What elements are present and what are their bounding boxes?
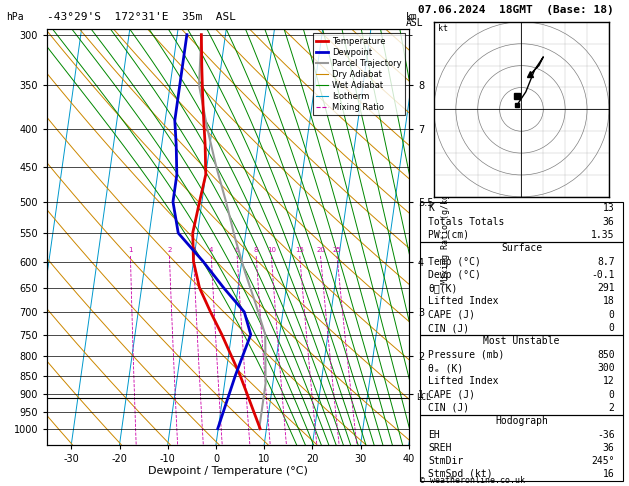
Text: 16: 16 <box>603 469 615 480</box>
Text: 25: 25 <box>333 247 342 253</box>
Text: 36: 36 <box>603 217 615 226</box>
Text: Temp (°C): Temp (°C) <box>428 257 481 267</box>
Text: 1.35: 1.35 <box>591 230 615 240</box>
Text: EH: EH <box>428 430 440 439</box>
Text: 20: 20 <box>316 247 325 253</box>
Text: LCL: LCL <box>416 393 431 402</box>
Text: 2: 2 <box>609 403 615 413</box>
Text: 12: 12 <box>603 376 615 386</box>
Text: -36: -36 <box>597 430 615 439</box>
Text: 15: 15 <box>295 247 304 253</box>
Text: Lifted Index: Lifted Index <box>428 376 499 386</box>
Text: 2: 2 <box>167 247 172 253</box>
Text: SREH: SREH <box>428 443 452 453</box>
Text: Pressure (mb): Pressure (mb) <box>428 350 504 360</box>
Text: 300: 300 <box>597 363 615 373</box>
X-axis label: Dewpoint / Temperature (°C): Dewpoint / Temperature (°C) <box>148 467 308 476</box>
Text: 10: 10 <box>267 247 276 253</box>
Text: 36: 36 <box>603 443 615 453</box>
Legend: Temperature, Dewpoint, Parcel Trajectory, Dry Adiabat, Wet Adiabat, Isotherm, Mi: Temperature, Dewpoint, Parcel Trajectory… <box>313 34 404 116</box>
Text: kt: kt <box>438 24 448 33</box>
Text: 0: 0 <box>609 323 615 333</box>
Text: CAPE (J): CAPE (J) <box>428 390 476 399</box>
Text: Mixing Ratio (g/kg): Mixing Ratio (g/kg) <box>440 190 450 284</box>
Text: StmSpd (kt): StmSpd (kt) <box>428 469 493 480</box>
Text: Lifted Index: Lifted Index <box>428 296 499 307</box>
Text: θₑ (K): θₑ (K) <box>428 363 464 373</box>
Text: 18: 18 <box>603 296 615 307</box>
Text: -43°29'S  172°31'E  35m  ASL: -43°29'S 172°31'E 35m ASL <box>47 12 236 22</box>
Text: Hodograph: Hodograph <box>495 416 548 426</box>
Text: 13: 13 <box>603 203 615 213</box>
Text: 850: 850 <box>597 350 615 360</box>
Text: 07.06.2024  18GMT  (Base: 18): 07.06.2024 18GMT (Base: 18) <box>418 5 614 15</box>
Text: 1: 1 <box>128 247 133 253</box>
Text: -0.1: -0.1 <box>591 270 615 280</box>
Text: θᴇ(K): θᴇ(K) <box>428 283 458 293</box>
Text: 4: 4 <box>209 247 213 253</box>
Text: Most Unstable: Most Unstable <box>483 336 560 347</box>
Text: Dewp (°C): Dewp (°C) <box>428 270 481 280</box>
Text: 291: 291 <box>597 283 615 293</box>
Text: 0: 0 <box>609 390 615 399</box>
Text: Totals Totals: Totals Totals <box>428 217 504 226</box>
Text: K: K <box>428 203 434 213</box>
Text: km: km <box>406 12 418 22</box>
Text: 3: 3 <box>191 247 196 253</box>
Text: PW (cm): PW (cm) <box>428 230 469 240</box>
Text: © weatheronline.co.uk: © weatheronline.co.uk <box>420 476 525 485</box>
Text: 0: 0 <box>609 310 615 320</box>
Text: 8.7: 8.7 <box>597 257 615 267</box>
Text: Surface: Surface <box>501 243 542 253</box>
Text: CAPE (J): CAPE (J) <box>428 310 476 320</box>
Text: 6: 6 <box>235 247 240 253</box>
Text: CIN (J): CIN (J) <box>428 403 469 413</box>
Text: ASL: ASL <box>406 18 423 28</box>
Text: StmDir: StmDir <box>428 456 464 466</box>
Text: 245°: 245° <box>591 456 615 466</box>
Text: CIN (J): CIN (J) <box>428 323 469 333</box>
Text: hPa: hPa <box>6 12 24 22</box>
Text: 8: 8 <box>254 247 259 253</box>
